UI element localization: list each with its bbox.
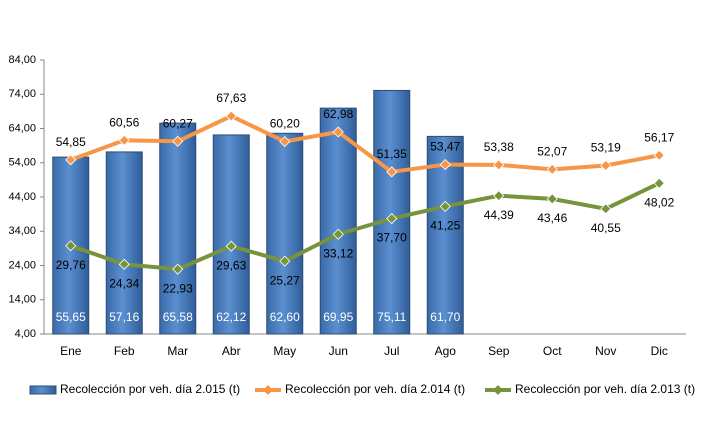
bar: [373, 89, 411, 335]
x-tick-label: Ago: [435, 344, 457, 358]
line-value-label: 53,19: [591, 141, 621, 155]
marker: [118, 258, 130, 270]
marker: [653, 177, 665, 189]
marker: [279, 255, 291, 267]
line-value-label: 37,70: [377, 231, 407, 245]
marker: [600, 203, 612, 215]
line-value-label: 24,34: [109, 277, 139, 291]
line-value-label: 43,46: [537, 211, 567, 225]
marker: [439, 158, 451, 171]
marker: [493, 190, 505, 202]
legend-label: Recolección por veh. día 2.014 (t): [285, 382, 465, 396]
line-value-label: 60,56: [109, 115, 139, 129]
legend-label: Recolección por veh. día 2.015 (t): [60, 382, 240, 396]
bar-value-label: 62,12: [216, 310, 246, 324]
line-value-label: 51,35: [377, 147, 407, 161]
x-tick-label: Dic: [651, 344, 668, 358]
x-tick-label: Feb: [114, 344, 135, 358]
bar-value-label: 69,95: [323, 310, 353, 324]
line-value-label: 56,17: [644, 130, 674, 144]
marker: [172, 263, 184, 275]
x-tick-label: Jul: [384, 344, 399, 358]
x-tick-label: Oct: [543, 344, 562, 358]
marker: [653, 149, 665, 161]
line-value-label: 48,02: [644, 195, 674, 209]
marker: [279, 135, 291, 148]
marker: [600, 159, 612, 172]
x-tick-label: Ene: [60, 344, 82, 358]
line-value-label: 25,27: [270, 273, 300, 287]
line: [70, 181, 661, 272]
line-value-label: 60,27: [163, 116, 193, 130]
line-value-label: 29,63: [216, 258, 246, 272]
marker: [439, 200, 451, 212]
legend-swatch: [29, 385, 57, 395]
bar-value-label: 55,65: [56, 310, 86, 324]
marker: [332, 228, 344, 240]
legend-marker: [263, 385, 273, 395]
x-tick-label: May: [273, 344, 296, 358]
marker: [225, 110, 237, 122]
y-tick-label: 24,00: [8, 259, 36, 271]
x-tick-label: Sep: [488, 344, 510, 358]
line-value-label: 52,07: [537, 145, 567, 159]
y-tick-label: 74,00: [8, 88, 36, 100]
marker: [386, 213, 398, 225]
line-value-label: 62,98: [323, 107, 353, 121]
bar: [212, 134, 250, 335]
line-value-label: 54,85: [56, 135, 86, 149]
bar: [266, 132, 304, 335]
marker: [332, 126, 344, 138]
line-value-label: 60,20: [270, 117, 300, 131]
y-tick-label: 84,00: [8, 54, 36, 66]
marker: [386, 166, 398, 178]
line-value-label: 53,38: [484, 140, 514, 154]
y-tick-label: 44,00: [8, 191, 36, 203]
legend-label: Recolección por veh. día 2.013 (t): [515, 382, 695, 396]
marker: [118, 134, 130, 146]
bar-value-label: 75,11: [377, 310, 406, 324]
line-value-label: 44,39: [484, 208, 514, 222]
x-tick-label: Mar: [167, 344, 188, 358]
y-tick-label: 54,00: [8, 157, 36, 169]
marker: [65, 154, 77, 166]
line-value-label: 40,55: [591, 221, 621, 235]
bar: [105, 151, 143, 335]
marker: [65, 240, 77, 252]
line-value-label: 53,47: [430, 140, 460, 154]
y-tick-label: 64,00: [8, 122, 36, 134]
marker: [493, 159, 505, 171]
line-value-label: 41,25: [430, 219, 460, 233]
bar: [319, 107, 357, 335]
x-tick-label: Nov: [595, 344, 616, 358]
marker: [172, 135, 184, 147]
y-tick-label: 14,00: [8, 294, 36, 306]
marker: [225, 240, 237, 252]
bar-value-label: 65,58: [163, 310, 193, 324]
marker: [546, 193, 558, 205]
y-tick-label: 4,00: [15, 328, 36, 340]
marker: [546, 163, 558, 175]
bar-value-label: 61,70: [430, 310, 460, 324]
line-value-label: 67,63: [216, 91, 246, 105]
line: [70, 114, 660, 174]
bar-value-label: 57,16: [109, 310, 139, 324]
x-tick-label: Jun: [329, 344, 348, 358]
line-value-label: 22,93: [163, 281, 193, 295]
line-value-label: 29,76: [56, 258, 86, 272]
bar-value-label: 62,60: [270, 310, 300, 324]
y-tick-label: 34,00: [8, 225, 36, 237]
bar: [159, 122, 197, 335]
line-value-label: 33,12: [323, 246, 353, 260]
x-tick-label: Abr: [222, 344, 241, 358]
legend-marker: [493, 385, 503, 395]
